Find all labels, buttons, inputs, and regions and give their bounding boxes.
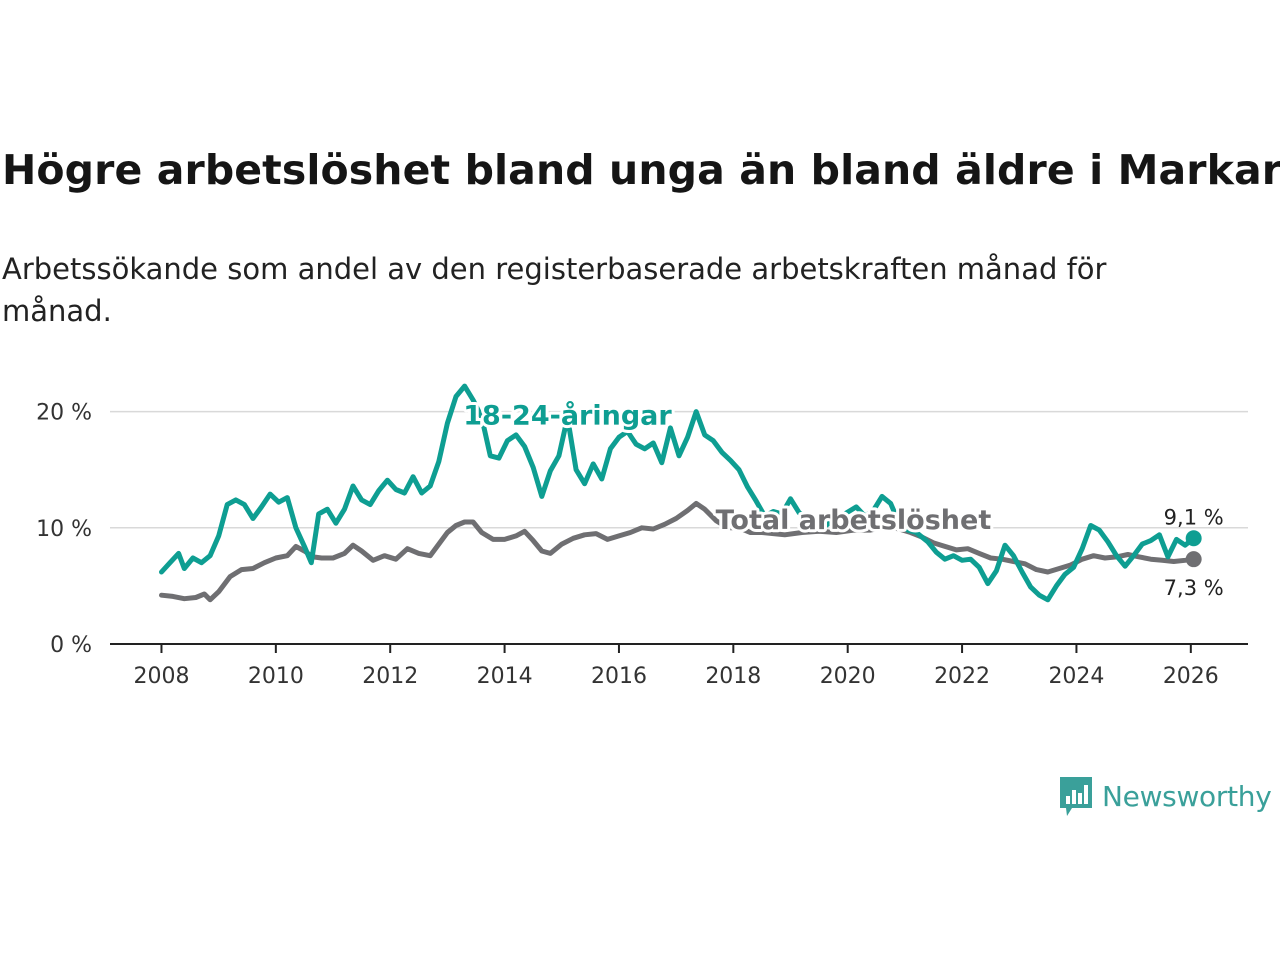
series-end-marker: [1185, 551, 1202, 568]
x-tick-label: 2026: [1163, 664, 1219, 689]
x-tick-label: 2022: [934, 664, 990, 689]
series-annotation: Total arbetslöshet: [716, 505, 992, 536]
brand-name: Newsworthy: [1102, 779, 1272, 813]
x-tick-label: 2018: [705, 664, 761, 689]
x-tick-label: 2008: [133, 664, 189, 689]
x-tick-label: 2014: [477, 664, 533, 689]
newsworthy-chart-bubble-icon: [1060, 777, 1092, 816]
series-end-marker: [1185, 530, 1202, 547]
x-tick-label: 2020: [820, 664, 876, 689]
series-annotation: 18-24-åringar: [463, 399, 672, 431]
newsworthy-logo: Newsworthy: [1058, 774, 1272, 818]
series-layer: [159, 383, 1202, 603]
y-tick-label: 0 %: [50, 633, 92, 658]
grid-layer: [110, 410, 1248, 529]
series-end-label: 9,1 %: [1164, 505, 1224, 529]
series-line-1: [159, 383, 1197, 603]
x-tick-label: 2016: [591, 664, 647, 689]
x-tick-label: 2010: [248, 664, 304, 689]
label-layer: 7,3 % 9,1 % 18-24-åringar Total arbetslöshe…: [460, 396, 1224, 600]
chart-subtitle: Arbetssökande som andel av den registerb…: [2, 252, 1107, 328]
x-tick-label: 2024: [1048, 664, 1104, 689]
y-tick-label: 10 %: [36, 517, 92, 542]
series-end-label: 7,3 %: [1164, 576, 1224, 600]
x-tick-label: 2012: [362, 664, 418, 689]
line-chart: 0 % 10 % 20 % 2008 2010 2012 2014 2016 2018 2020 2…: [36, 383, 1248, 689]
y-tick-label: 20 %: [36, 401, 92, 426]
chart-title: Högre arbetslöshet bland unga än bland ä…: [2, 146, 1280, 194]
axis-layer: 0 % 10 % 20 % 2008 2010 2012 2014 2016 2018 2020 2…: [36, 401, 1248, 689]
